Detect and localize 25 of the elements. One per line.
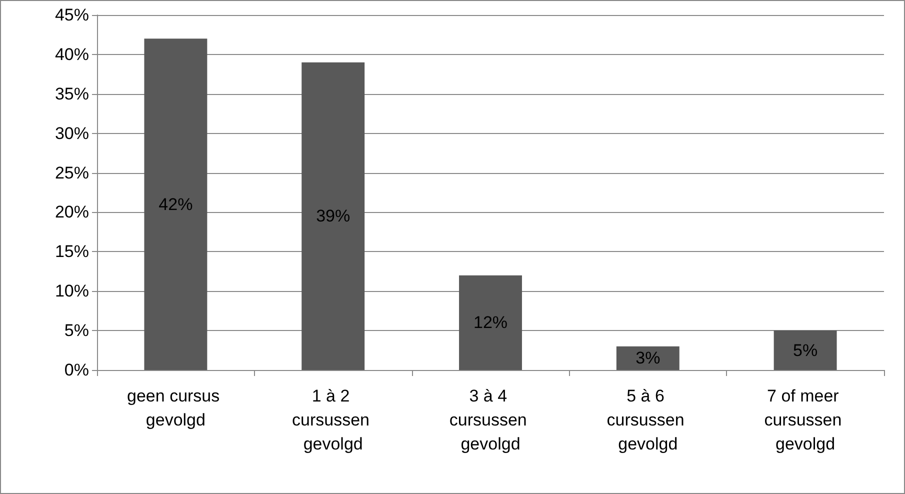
bar <box>774 330 837 370</box>
y-tick-label: 35% <box>54 84 89 104</box>
y-tick-label: 30% <box>54 124 89 143</box>
bar <box>302 62 365 370</box>
x-tick-label: 5 à 6 cursussen gevolgd <box>606 386 689 454</box>
y-tick-label: 15% <box>54 242 89 262</box>
data-label: 42% <box>158 194 193 214</box>
data-label: 5% <box>793 340 818 360</box>
y-tick-label: 10% <box>54 282 89 301</box>
data-label: 3% <box>636 348 660 368</box>
x-tick-label: 1 à 2 cursussen gevolgd <box>292 386 374 454</box>
y-tick-label: 25% <box>54 163 89 182</box>
y-tick-label: 40% <box>54 44 89 64</box>
data-label: 12% <box>473 313 508 332</box>
bar <box>616 346 680 370</box>
y-tick-label: 20% <box>54 202 89 222</box>
y-tick-label: 0% <box>64 360 89 380</box>
x-tick-label: 3 à 4 cursussen gevolgd <box>449 386 532 454</box>
y-tick-label: 5% <box>64 321 89 340</box>
y-tick-label: 45% <box>54 6 89 24</box>
bar <box>459 275 522 370</box>
x-tick-label: 7 of meer cursussen gevolgd <box>764 386 846 454</box>
data-label: 39% <box>316 206 350 226</box>
bar <box>144 38 208 370</box>
x-tick-label: geen cursus gevolgd <box>127 386 224 430</box>
